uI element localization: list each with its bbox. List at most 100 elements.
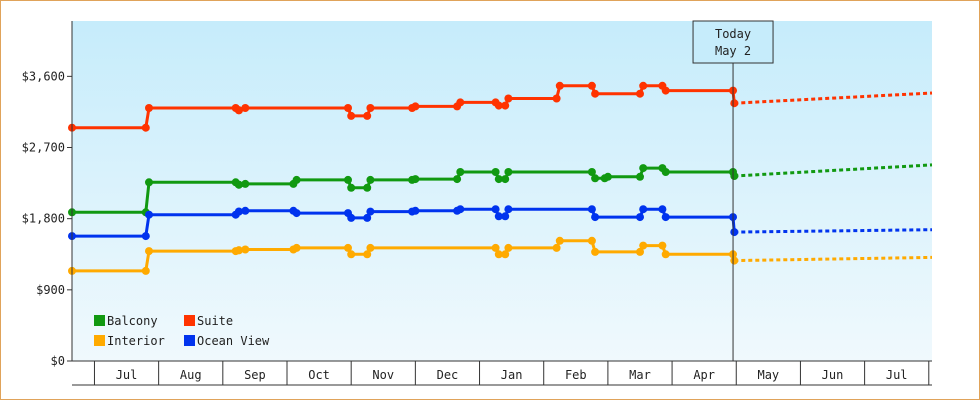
data-point-interior[interactable]: [636, 247, 644, 256]
data-point-interior[interactable]: [145, 247, 153, 256]
data-point-ocean-view[interactable]: [730, 228, 739, 237]
data-point-suite[interactable]: [456, 98, 465, 107]
data-point-ocean-view[interactable]: [636, 213, 644, 222]
data-point-balcony[interactable]: [347, 183, 356, 192]
data-point-suite[interactable]: [730, 99, 739, 108]
data-point-interior[interactable]: [491, 243, 500, 252]
data-point-balcony[interactable]: [730, 172, 739, 180]
data-point-balcony[interactable]: [411, 175, 420, 184]
data-point-ocean-view[interactable]: [591, 213, 600, 222]
data-point-interior[interactable]: [366, 243, 375, 252]
data-point-ocean-view[interactable]: [494, 212, 503, 221]
data-point-balcony[interactable]: [456, 168, 465, 176]
data-point-balcony[interactable]: [344, 175, 352, 184]
data-point-suite[interactable]: [347, 111, 356, 120]
data-point-ocean-view[interactable]: [366, 207, 375, 216]
data-point-interior[interactable]: [552, 243, 561, 252]
data-point-balcony[interactable]: [363, 183, 372, 192]
data-point-interior[interactable]: [730, 256, 739, 265]
data-point-suite[interactable]: [591, 89, 600, 98]
data-point-ocean-view[interactable]: [658, 205, 667, 214]
data-point-suite[interactable]: [366, 104, 375, 112]
data-point-ocean-view[interactable]: [587, 205, 596, 214]
data-point-suite[interactable]: [661, 86, 670, 95]
forecast-line-ocean-view: [734, 228, 933, 234]
data-point-balcony[interactable]: [603, 172, 612, 181]
data-point-ocean-view[interactable]: [501, 212, 510, 221]
data-point-interior[interactable]: [292, 243, 301, 252]
data-point-balcony[interactable]: [639, 164, 648, 173]
legend: Balcony Suite Interior Ocean View: [94, 314, 270, 348]
data-point-suite[interactable]: [145, 104, 153, 112]
forecast-line-interior: [734, 255, 933, 263]
data-point-ocean-view[interactable]: [241, 206, 250, 215]
data-point-ocean-view[interactable]: [661, 213, 670, 222]
data-point-suite[interactable]: [639, 81, 648, 90]
data-point-interior[interactable]: [661, 250, 670, 259]
data-point-interior[interactable]: [141, 266, 150, 275]
data-point-suite[interactable]: [241, 104, 250, 112]
data-point-balcony[interactable]: [494, 175, 503, 184]
data-point-suite[interactable]: [504, 94, 513, 103]
data-point-interior[interactable]: [504, 243, 513, 252]
legend-swatch-ocean-view: [184, 335, 195, 346]
data-point-suite[interactable]: [636, 89, 644, 98]
data-point-ocean-view[interactable]: [145, 210, 153, 219]
data-point-interior[interactable]: [639, 241, 648, 250]
legend-label-ocean-view[interactable]: Ocean View: [197, 334, 270, 348]
data-point-ocean-view[interactable]: [639, 205, 648, 214]
series-group: [68, 81, 933, 275]
data-point-interior[interactable]: [658, 241, 667, 250]
legend-label-balcony[interactable]: Balcony: [107, 314, 158, 328]
data-point-balcony[interactable]: [591, 174, 600, 183]
data-point-ocean-view[interactable]: [141, 232, 150, 241]
data-point-ocean-view[interactable]: [363, 213, 372, 222]
data-point-suite[interactable]: [363, 111, 372, 120]
data-point-balcony[interactable]: [587, 168, 596, 176]
data-point-ocean-view[interactable]: [347, 213, 356, 222]
data-point-balcony[interactable]: [241, 179, 250, 188]
data-point-interior[interactable]: [494, 250, 503, 259]
data-point-balcony[interactable]: [491, 168, 500, 176]
legend-label-interior[interactable]: Interior: [107, 334, 165, 348]
forecast-line-suite: [734, 91, 933, 105]
data-point-ocean-view[interactable]: [504, 205, 513, 214]
x-tick-label: Jul: [116, 368, 138, 382]
data-point-balcony[interactable]: [636, 172, 644, 181]
data-point-interior[interactable]: [555, 236, 564, 245]
data-point-interior[interactable]: [241, 245, 250, 254]
data-point-suite[interactable]: [344, 104, 352, 112]
data-point-balcony[interactable]: [453, 175, 462, 184]
data-point-balcony[interactable]: [501, 175, 510, 184]
x-tick-label: Jul: [886, 368, 908, 382]
data-point-balcony[interactable]: [292, 175, 301, 184]
data-point-interior[interactable]: [363, 250, 372, 259]
data-point-interior[interactable]: [587, 236, 596, 245]
data-point-ocean-view[interactable]: [234, 207, 243, 216]
data-point-interior[interactable]: [501, 250, 510, 259]
data-point-ocean-view[interactable]: [456, 205, 465, 214]
data-point-interior[interactable]: [344, 243, 352, 252]
x-tick-label: Dec: [437, 368, 459, 382]
data-point-interior[interactable]: [347, 250, 356, 259]
data-point-balcony[interactable]: [504, 168, 513, 176]
data-point-balcony[interactable]: [366, 175, 375, 184]
data-point-interior[interactable]: [234, 246, 243, 255]
data-point-suite[interactable]: [501, 101, 510, 110]
data-point-balcony[interactable]: [661, 168, 670, 176]
data-point-suite[interactable]: [141, 123, 150, 132]
data-point-suite[interactable]: [411, 102, 420, 111]
data-point-ocean-view[interactable]: [491, 205, 500, 214]
data-point-suite[interactable]: [234, 106, 243, 115]
data-point-interior[interactable]: [591, 247, 600, 256]
data-point-balcony[interactable]: [145, 178, 153, 187]
x-tick-label: Apr: [693, 368, 715, 382]
data-point-suite[interactable]: [494, 101, 503, 110]
data-point-ocean-view[interactable]: [411, 206, 420, 215]
data-point-suite[interactable]: [555, 81, 564, 90]
legend-label-suite[interactable]: Suite: [197, 314, 233, 328]
data-point-suite[interactable]: [552, 94, 561, 103]
data-point-ocean-view[interactable]: [292, 209, 301, 218]
data-point-balcony[interactable]: [234, 180, 243, 189]
data-point-suite[interactable]: [587, 81, 596, 90]
